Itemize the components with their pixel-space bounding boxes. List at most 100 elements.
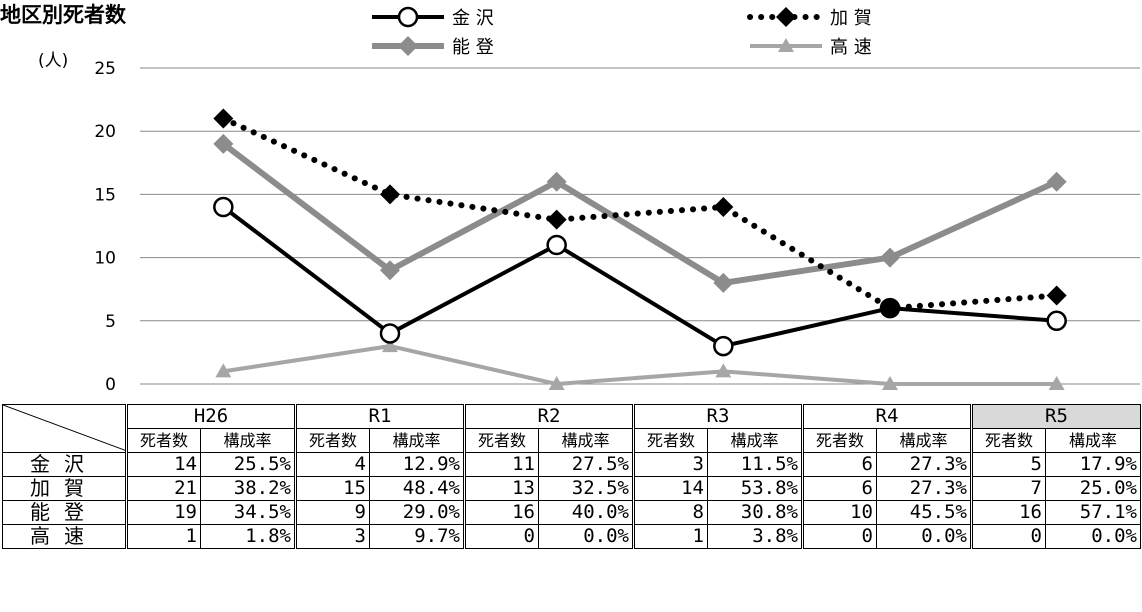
deaths-cell: 6 <box>801 452 877 477</box>
y-axis-ticks: 0 5 10 15 20 25 <box>94 59 116 395</box>
deaths-cell: 7 <box>970 476 1046 501</box>
deaths-cell: 3 <box>632 452 708 477</box>
deaths-cell: 13 <box>463 476 539 501</box>
ratio-cell: 1.8% <box>200 524 296 549</box>
ratio-header: 構成率 <box>1045 428 1141 453</box>
data-point <box>546 171 567 192</box>
data-point <box>715 363 732 378</box>
row-label: 高速 <box>2 524 127 549</box>
data-point <box>546 234 567 256</box>
series-2 <box>213 133 1067 293</box>
data-point <box>382 338 398 353</box>
ratio-cell: 12.9% <box>369 452 465 477</box>
legend: 金 沢 加 賀能 登 高 速 <box>372 6 872 58</box>
ratio-cell: 34.5% <box>200 500 296 525</box>
ratio-cell: 48.4% <box>369 476 465 501</box>
deaths-cell: 4 <box>294 452 370 477</box>
ratio-header: 構成率 <box>200 428 296 453</box>
y-tick-label: 20 <box>94 122 116 142</box>
series-0 <box>213 196 1067 357</box>
data-point <box>215 363 232 378</box>
stats-table: H26 R1 R2 R3 R4 R5 死者数 構成率 死者数 構成率 死者数 構成率 死者数 構成率 死者… <box>2 404 1141 549</box>
deaths-cell: 3 <box>294 524 370 549</box>
data-point <box>1046 171 1067 192</box>
deaths-cell: 21 <box>125 476 201 501</box>
data-point <box>1046 285 1067 306</box>
y-tick-label: 0 <box>105 375 116 395</box>
grid-lines <box>140 67 1140 385</box>
line-chart: 地区別死者数 (人) 0 5 10 15 20 25 金 沢 加 賀能 登 高 速 <box>0 3 1140 395</box>
data-point <box>1048 376 1065 390</box>
table-row: 加賀 21 38.2% 15 48.4% 13 32.5% 14 53.8% 6 27.3% 7 25.… <box>2 476 1141 501</box>
ratio-cell: 27.3% <box>876 476 972 501</box>
ratio-cell: 29.0% <box>369 500 465 525</box>
ratio-header: 構成率 <box>707 428 803 453</box>
deaths-cell: 0 <box>970 524 1046 549</box>
deaths-cell: 6 <box>801 476 877 501</box>
ratio-cell: 45.5% <box>876 500 972 525</box>
deaths-cell: 15 <box>294 476 370 501</box>
series-line <box>223 344 1057 386</box>
ratio-cell: 0.0% <box>538 524 634 549</box>
ratio-cell: 27.3% <box>876 452 972 477</box>
ratio-cell: 3.8% <box>707 524 803 549</box>
diagonal-line <box>3 405 126 451</box>
data-point-overlap <box>881 299 899 318</box>
deaths-cell: 0 <box>463 524 539 549</box>
stats-body: 金沢 14 25.5% 4 12.9% 11 27.5% 3 11.5% 6 27.3% 5 17.9%… <box>2 452 1141 549</box>
deaths-cell: 9 <box>294 500 370 525</box>
y-tick-label: 15 <box>94 185 116 205</box>
year-header: R2 <box>463 404 634 429</box>
data-point <box>713 197 734 218</box>
legend-item: 能 登 <box>372 36 494 58</box>
series-3 <box>215 338 1065 390</box>
ratio-cell: 25.0% <box>1045 476 1141 501</box>
ratio-cell: 11.5% <box>707 452 803 477</box>
table-row: 能登 19 34.5% 9 29.0% 16 40.0% 8 30.8% 10 45.5% 16 57.… <box>2 500 1141 525</box>
ratio-cell: 32.5% <box>538 476 634 501</box>
legend-item: 金 沢 <box>372 6 494 29</box>
deaths-cell: 19 <box>125 500 201 525</box>
deaths-cell: 14 <box>632 476 708 501</box>
deaths-header: 死者数 <box>294 428 370 453</box>
ratio-cell: 30.8% <box>707 500 803 525</box>
year-header: R3 <box>632 404 803 429</box>
row-label: 加賀 <box>2 476 127 501</box>
legend-swatch-marker <box>397 6 419 28</box>
data-point <box>213 133 234 154</box>
deaths-header: 死者数 <box>970 428 1046 453</box>
deaths-cell: 11 <box>463 452 539 477</box>
ratio-cell: 57.1% <box>1045 500 1141 525</box>
deaths-header: 死者数 <box>125 428 201 453</box>
ratio-header: 構成率 <box>369 428 465 453</box>
deaths-cell: 10 <box>801 500 877 525</box>
series-line <box>222 205 1057 349</box>
ratio-cell: 17.9% <box>1045 452 1141 477</box>
data-point <box>380 184 400 205</box>
y-tick-label: 10 <box>94 249 116 269</box>
data-point <box>1046 310 1067 332</box>
deaths-header: 死者数 <box>632 428 708 453</box>
legend-item: 加 賀 <box>747 7 872 29</box>
year-header: H26 <box>125 404 296 429</box>
data-point <box>546 209 567 230</box>
ratio-cell: 25.5% <box>200 452 296 477</box>
ratio-cell: 0.0% <box>876 524 972 549</box>
deaths-cell: 16 <box>463 500 539 525</box>
legend-item: 高 速 <box>750 37 872 58</box>
deaths-cell: 1 <box>632 524 708 549</box>
row-label: 能登 <box>2 500 127 525</box>
series-group <box>213 108 1067 390</box>
data-point <box>213 196 234 218</box>
y-axis-unit-label: (人) <box>38 51 68 71</box>
data-point <box>548 376 565 390</box>
year-header: R1 <box>294 404 465 429</box>
year-header-row: H26 R1 R2 R3 R4 R5 <box>2 404 1141 453</box>
legend-swatch-marker <box>398 36 418 56</box>
data-point <box>713 272 734 293</box>
deaths-cell: 14 <box>125 452 201 477</box>
table-row: 金沢 14 25.5% 4 12.9% 11 27.5% 3 11.5% 6 27.3% 5 17.9% <box>2 452 1141 477</box>
data-point <box>882 376 898 390</box>
deaths-cell: 16 <box>970 500 1046 525</box>
data-point <box>379 323 401 344</box>
